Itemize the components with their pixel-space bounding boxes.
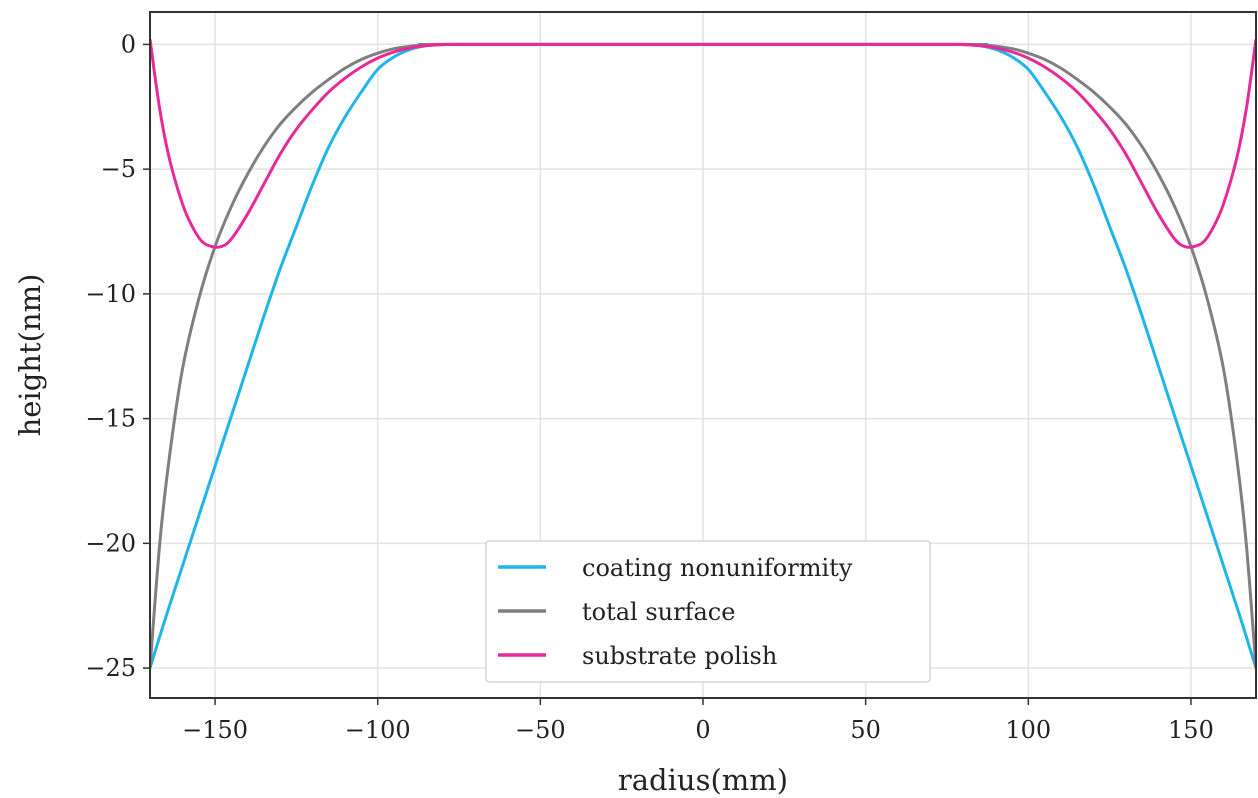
legend-box <box>485 540 931 683</box>
legend-label: substrate polish <box>582 642 777 670</box>
x-axis-title: radius(mm) <box>618 763 788 797</box>
y-tick-label: −25 <box>85 654 136 682</box>
x-tick-label: −100 <box>345 716 411 744</box>
x-tick-label: 50 <box>850 716 881 744</box>
y-tick-label: 0 <box>121 30 136 58</box>
axis-ticks: −150 −100 −50 0 50 100 150 0 −5 −10 −15 −20 −25 <box>85 30 1214 744</box>
series-line-substrate-polish <box>150 39 1256 249</box>
y-axis-title: height(nm) <box>13 274 47 437</box>
x-tick-label: −50 <box>515 716 566 744</box>
y-tick-label: −15 <box>85 405 136 433</box>
x-tick-label: −150 <box>182 716 248 744</box>
legend: coating nonuniformity total surface substr… <box>485 540 931 683</box>
y-tick-label: −10 <box>85 280 136 308</box>
y-tick-label: −5 <box>101 155 136 183</box>
x-tick-label: 0 <box>695 716 710 744</box>
x-tick-label: 100 <box>1005 716 1051 744</box>
x-tick-label: 150 <box>1168 716 1214 744</box>
series-layer <box>150 39 1256 669</box>
y-tick-label: −20 <box>85 529 136 557</box>
legend-label: total surface <box>582 598 735 626</box>
legend-label: coating nonuniformity <box>582 554 853 582</box>
